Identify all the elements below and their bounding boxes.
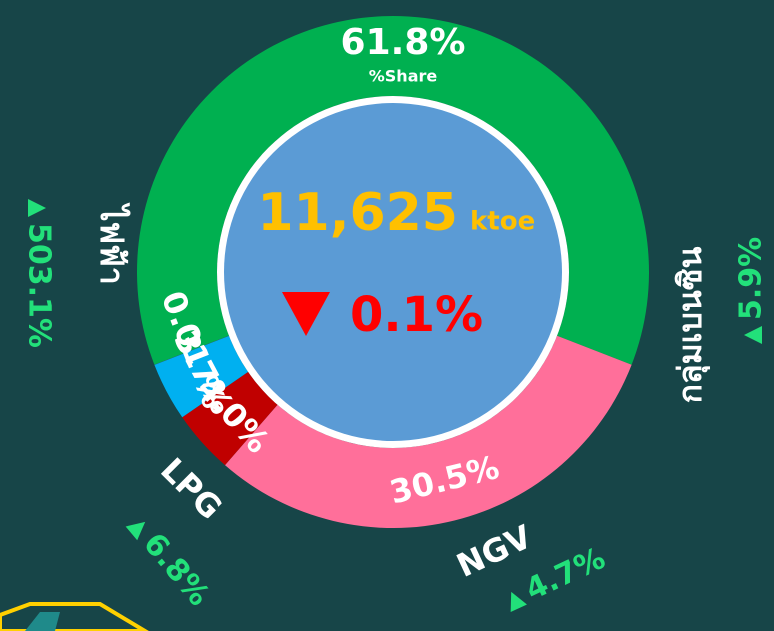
- center-unit: ktoe: [470, 207, 535, 237]
- category-label: กลุ่มเบนซิน: [671, 246, 711, 403]
- category-label: ไฟฟ้า: [93, 202, 131, 284]
- value-label: 61.8%: [341, 22, 466, 63]
- page: 61.8%%Share30.5%4.0%3.7%0.01 %กลุ่มเบนซิ…: [0, 0, 774, 631]
- center-change: 0.1%: [350, 287, 483, 343]
- center-disc: [224, 103, 562, 441]
- chart: 61.8%%Share30.5%4.0%3.7%0.01 %กลุ่มเบนซิ…: [0, 0, 774, 631]
- change-label: 5.9%: [734, 237, 769, 320]
- change-label: 503.1%: [22, 223, 57, 348]
- share-label: %Share: [369, 67, 438, 86]
- center-value: 11,625: [257, 183, 458, 243]
